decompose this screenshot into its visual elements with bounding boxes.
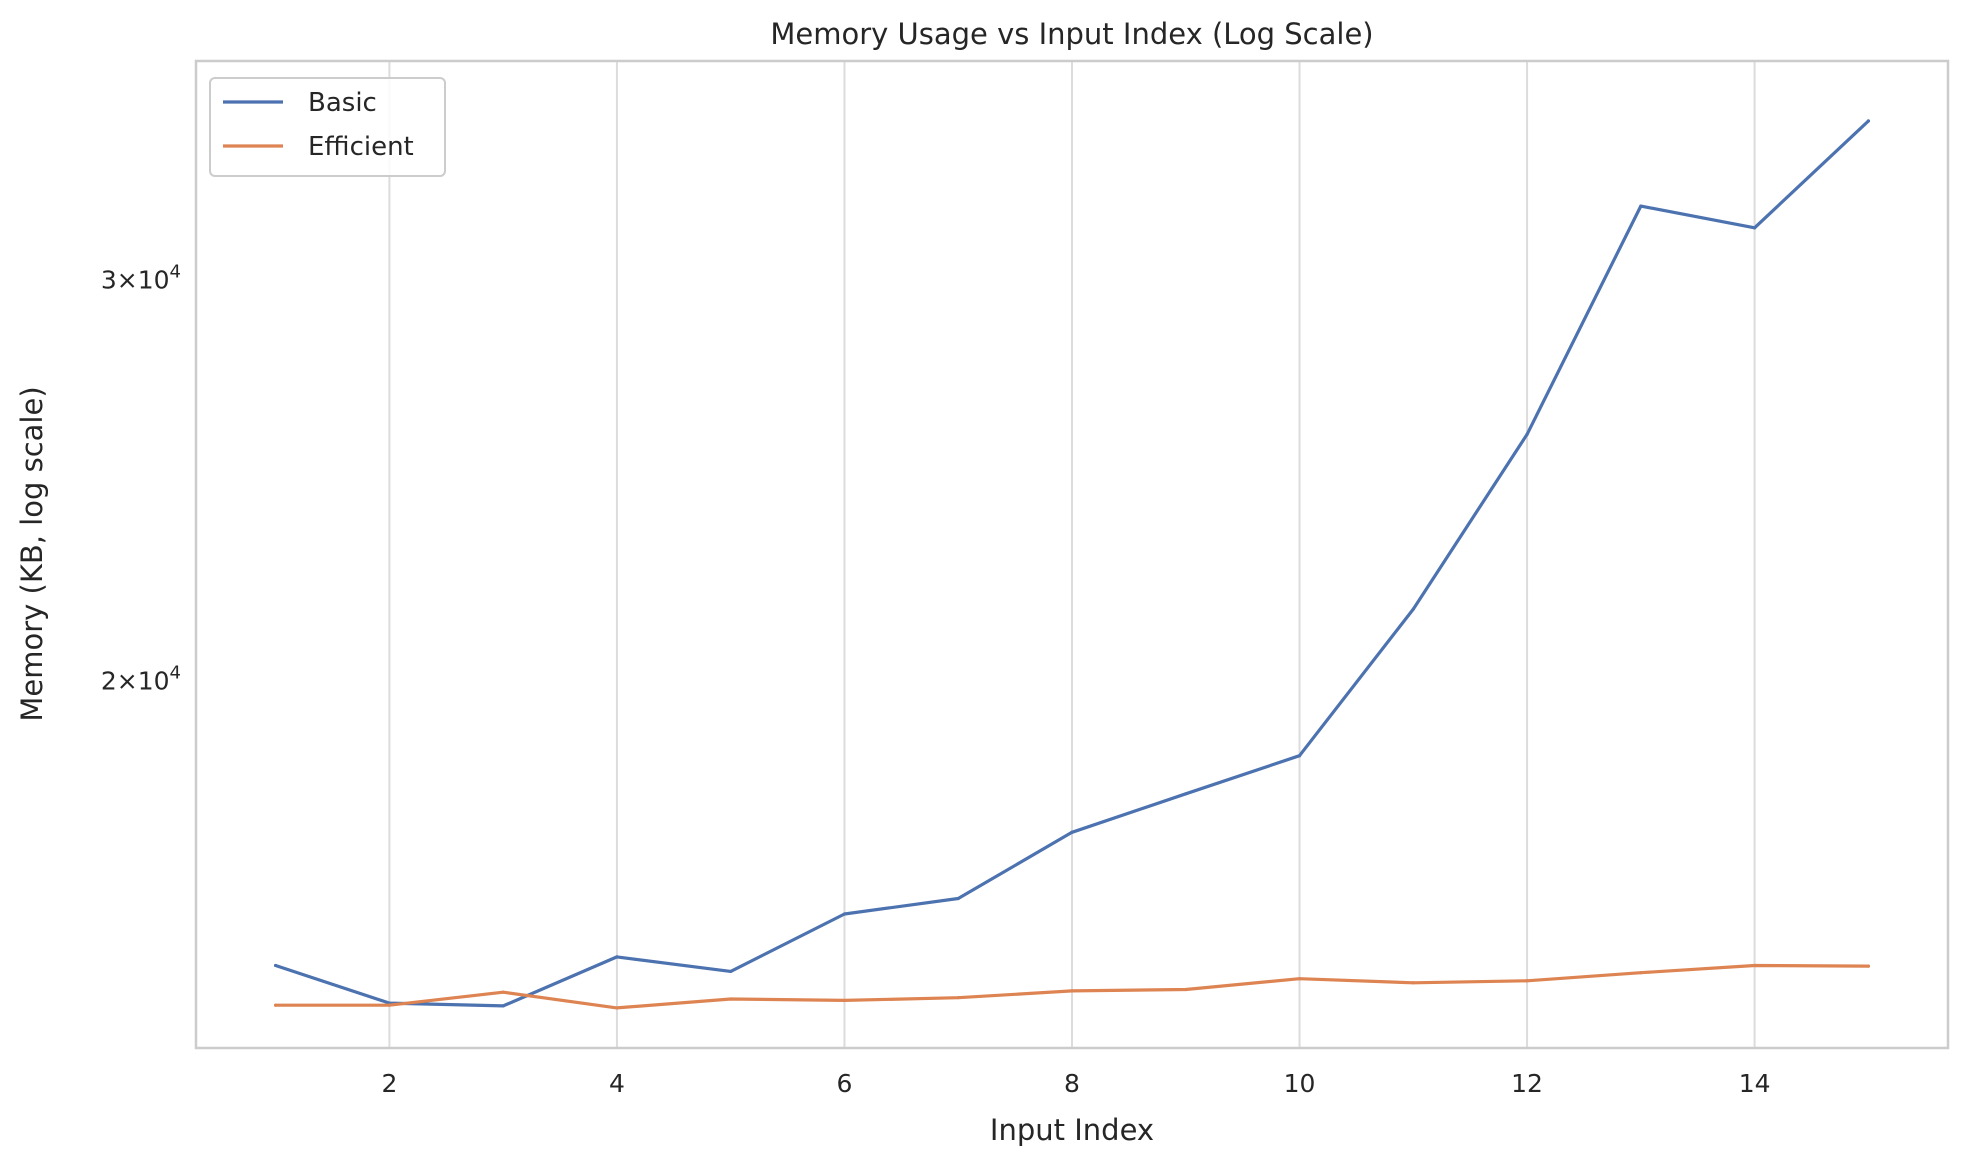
data-point-efficient xyxy=(1297,977,1302,981)
data-point-basic xyxy=(956,896,960,901)
series-layer xyxy=(274,119,1871,1010)
y-tick-exponent: 4 xyxy=(170,261,181,282)
data-point-efficient xyxy=(1525,979,1529,983)
y-tick-exponent: 4 xyxy=(170,663,181,684)
x-tick-label: 14 xyxy=(1739,1069,1771,1098)
data-point-efficient xyxy=(1070,989,1074,993)
data-point-efficient xyxy=(1411,981,1415,985)
x-tick-label: 8 xyxy=(1064,1069,1080,1098)
series-points-efficient xyxy=(274,963,1870,1010)
y-tick-mantissa: 2 xyxy=(101,667,117,696)
data-point-basic xyxy=(1070,830,1074,834)
data-point-efficient xyxy=(1184,987,1188,992)
data-point-efficient xyxy=(729,997,733,1001)
data-point-basic xyxy=(1184,792,1188,796)
data-point-efficient xyxy=(1752,963,1757,968)
y-tick-label: 3×104 xyxy=(101,261,181,294)
data-point-efficient xyxy=(387,1003,392,1007)
data-point-efficient xyxy=(274,1003,278,1007)
x-tick-label: 4 xyxy=(609,1069,625,1098)
data-point-efficient xyxy=(1866,964,1870,968)
data-point-basic xyxy=(1525,432,1529,436)
x-tick-labels: 2 4 6 8 10 12 14 xyxy=(381,1069,1770,1098)
y-tick-times: × xyxy=(117,667,138,696)
chart-title: Memory Usage vs Input Index (Log Scale) xyxy=(770,17,1373,51)
data-point-basic xyxy=(1639,204,1643,208)
data-point-efficient xyxy=(615,1006,619,1010)
y-tick-base: 10 xyxy=(138,265,170,294)
y-tick-base: 10 xyxy=(138,667,170,696)
x-tick-label: 12 xyxy=(1511,1069,1543,1098)
x-gridlines xyxy=(388,61,1756,1048)
data-point-basic xyxy=(729,969,733,974)
data-point-efficient xyxy=(956,996,960,1000)
data-point-basic xyxy=(1411,607,1415,611)
x-axis-label: Input Index xyxy=(990,1113,1154,1147)
legend-label-basic: Basic xyxy=(308,88,377,118)
data-point-basic xyxy=(615,955,619,959)
y-axis-label: Memory (KB, log scale) xyxy=(15,386,49,721)
x-tick-label: 2 xyxy=(381,1069,397,1098)
plot-frame xyxy=(194,59,1950,1050)
y-tick-times: × xyxy=(117,265,138,294)
legend: Basic Efficient xyxy=(209,77,446,177)
data-point-basic xyxy=(274,963,278,968)
data-point-basic xyxy=(1866,119,1870,123)
y-tick-label: 2×104 xyxy=(101,663,181,696)
legend-label-efficient: Efficient xyxy=(308,132,414,162)
data-point-efficient xyxy=(842,998,847,1002)
x-tick-label: 10 xyxy=(1284,1069,1316,1098)
x-tick-label: 6 xyxy=(837,1069,853,1098)
data-point-basic xyxy=(842,912,847,916)
data-point-basic xyxy=(1297,754,1302,758)
data-point-basic xyxy=(501,1004,505,1008)
data-point-efficient xyxy=(501,990,505,994)
y-tick-mantissa: 3 xyxy=(101,265,117,294)
data-point-efficient xyxy=(1639,971,1643,975)
data-point-basic xyxy=(1752,226,1757,230)
